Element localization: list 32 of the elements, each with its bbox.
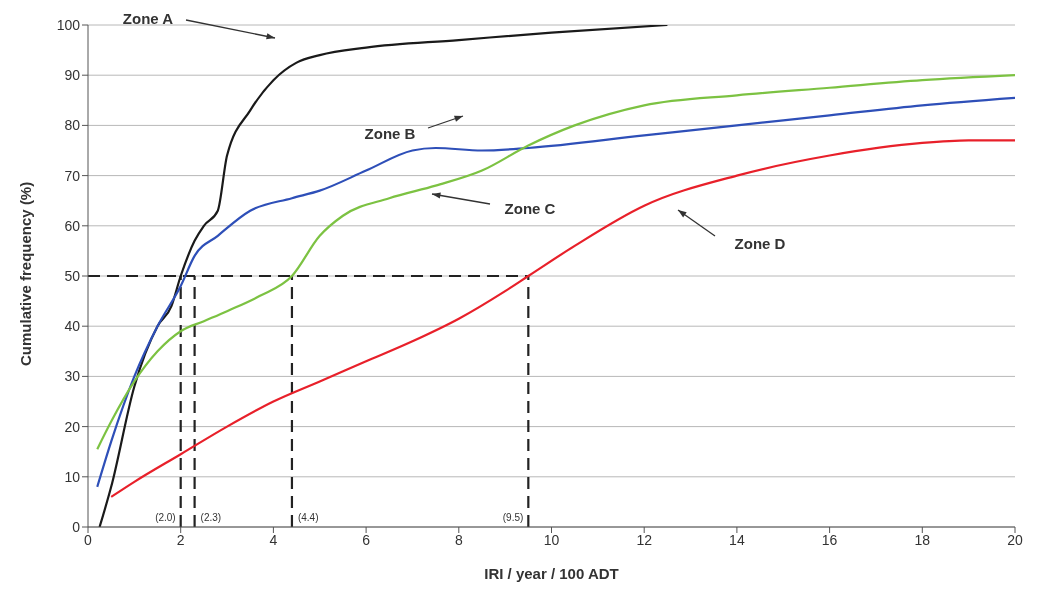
annotation: Zone A [122,9,174,27]
annotation: Zone D [734,234,786,252]
x-tick-label: 10 [543,531,560,548]
y-tick-label: 40 [64,318,81,335]
ref-line-label: (2.0) [155,512,176,523]
y-axis-title: Cumulative frequency (%) [17,181,35,366]
x-tick-label: 2 [176,531,185,548]
annotation: Zone B [364,124,416,142]
x-tick-label: 18 [914,531,931,548]
x-axis-title: IRI / year / 100 ADT [484,565,619,582]
x-tick-label: 0 [84,531,93,548]
y-tick-label: 100 [56,16,81,33]
y-tick-label: 10 [64,468,81,485]
x-tick-label: 16 [821,531,838,548]
y-tick-label: 60 [64,217,81,234]
x-tick-label: 14 [729,531,745,548]
x-tick-label: 6 [362,531,371,548]
y-tick-label: 0 [72,518,81,535]
y-tick-label: 90 [64,67,81,84]
ref-line-label: (2.3) [200,512,222,523]
y-tick-label: 70 [64,167,81,184]
x-tick-label: 4 [269,531,278,548]
ref-line-label: (4.4) [297,512,319,523]
x-tick-label: 8 [454,531,463,548]
y-tick-label: 20 [64,418,81,435]
y-tick-label: 80 [64,117,81,134]
x-tick-label: 12 [636,531,653,548]
y-tick-label: 50 [64,267,81,284]
ref-line-label: (9.5) [502,512,524,523]
y-tick-label: 30 [64,368,81,385]
annotation: Zone C [504,199,556,217]
x-tick-label: 20 [1007,531,1023,548]
